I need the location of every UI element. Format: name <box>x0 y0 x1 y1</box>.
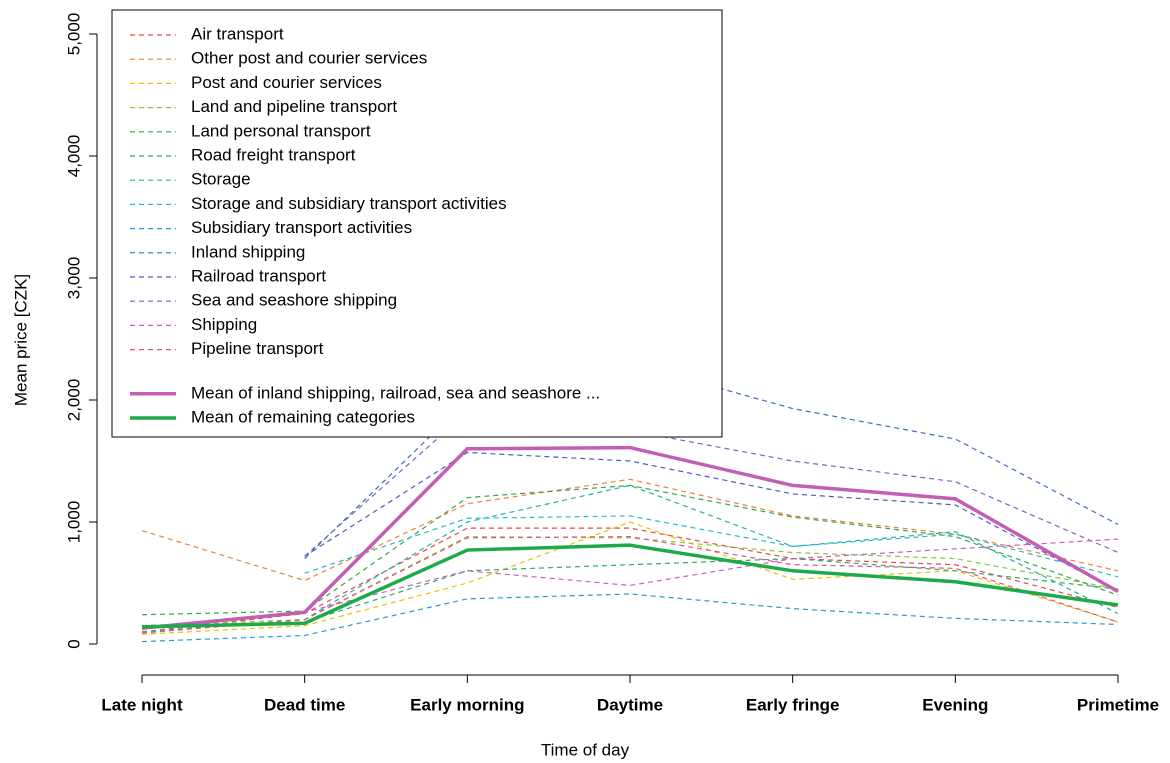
x-tick-label: Early morning <box>410 695 524 714</box>
series-line <box>141 484 1119 616</box>
x-tick-label: Late night <box>101 695 183 714</box>
series-line <box>141 445 1119 630</box>
legend-label: Road freight transport <box>191 145 356 164</box>
y-tick-label: 2,000 <box>64 379 83 422</box>
legend-label: Mean of remaining categories <box>191 407 415 426</box>
x-tick-label: Early fringe <box>746 695 840 714</box>
series-line <box>141 536 1119 634</box>
y-tick-label: 1,000 <box>64 501 83 544</box>
y-tick-label: 4,000 <box>64 135 83 178</box>
legend-label: Shipping <box>191 315 257 334</box>
x-tick-label: Evening <box>922 695 988 714</box>
legend-label: Storage <box>191 170 251 189</box>
legend-label: Land personal transport <box>191 121 371 140</box>
legend-label: Sea and seashore shipping <box>191 291 397 310</box>
legend: Air transport Other post and courier serv… <box>111 9 723 438</box>
x-tick-label: Dead time <box>264 695 345 714</box>
series-line <box>304 451 1119 593</box>
legend-label: Air transport <box>191 24 284 43</box>
legend-label: Mean of inland shipping, railroad, sea a… <box>191 383 600 402</box>
y-tick-label: 0 <box>64 639 83 648</box>
series-line <box>304 515 1119 578</box>
y-axis-label: Mean price [CZK] <box>11 274 30 406</box>
legend-label: Pipeline transport <box>191 339 324 358</box>
series-line <box>141 478 1119 582</box>
legend-label: Post and courier services <box>191 73 382 92</box>
series-line <box>141 543 1119 629</box>
x-tick-label: Daytime <box>597 695 663 714</box>
legend-label: Land and pipeline transport <box>191 97 397 116</box>
x-tick-label: Primetime <box>1077 695 1159 714</box>
legend-label: Subsidiary transport activities <box>191 218 412 237</box>
legend-label: Inland shipping <box>191 242 305 261</box>
y-tick-label: 3,000 <box>64 257 83 300</box>
x-axis-label: Time of day <box>541 740 630 759</box>
legend-label: Other post and courier services <box>191 49 427 68</box>
legend-box <box>111 9 723 438</box>
series-line <box>141 593 1119 643</box>
legend-label: Railroad transport <box>191 266 326 285</box>
legend-label: Storage and subsidiary transport activit… <box>191 194 507 213</box>
y-tick-label: 5,000 <box>64 13 83 56</box>
